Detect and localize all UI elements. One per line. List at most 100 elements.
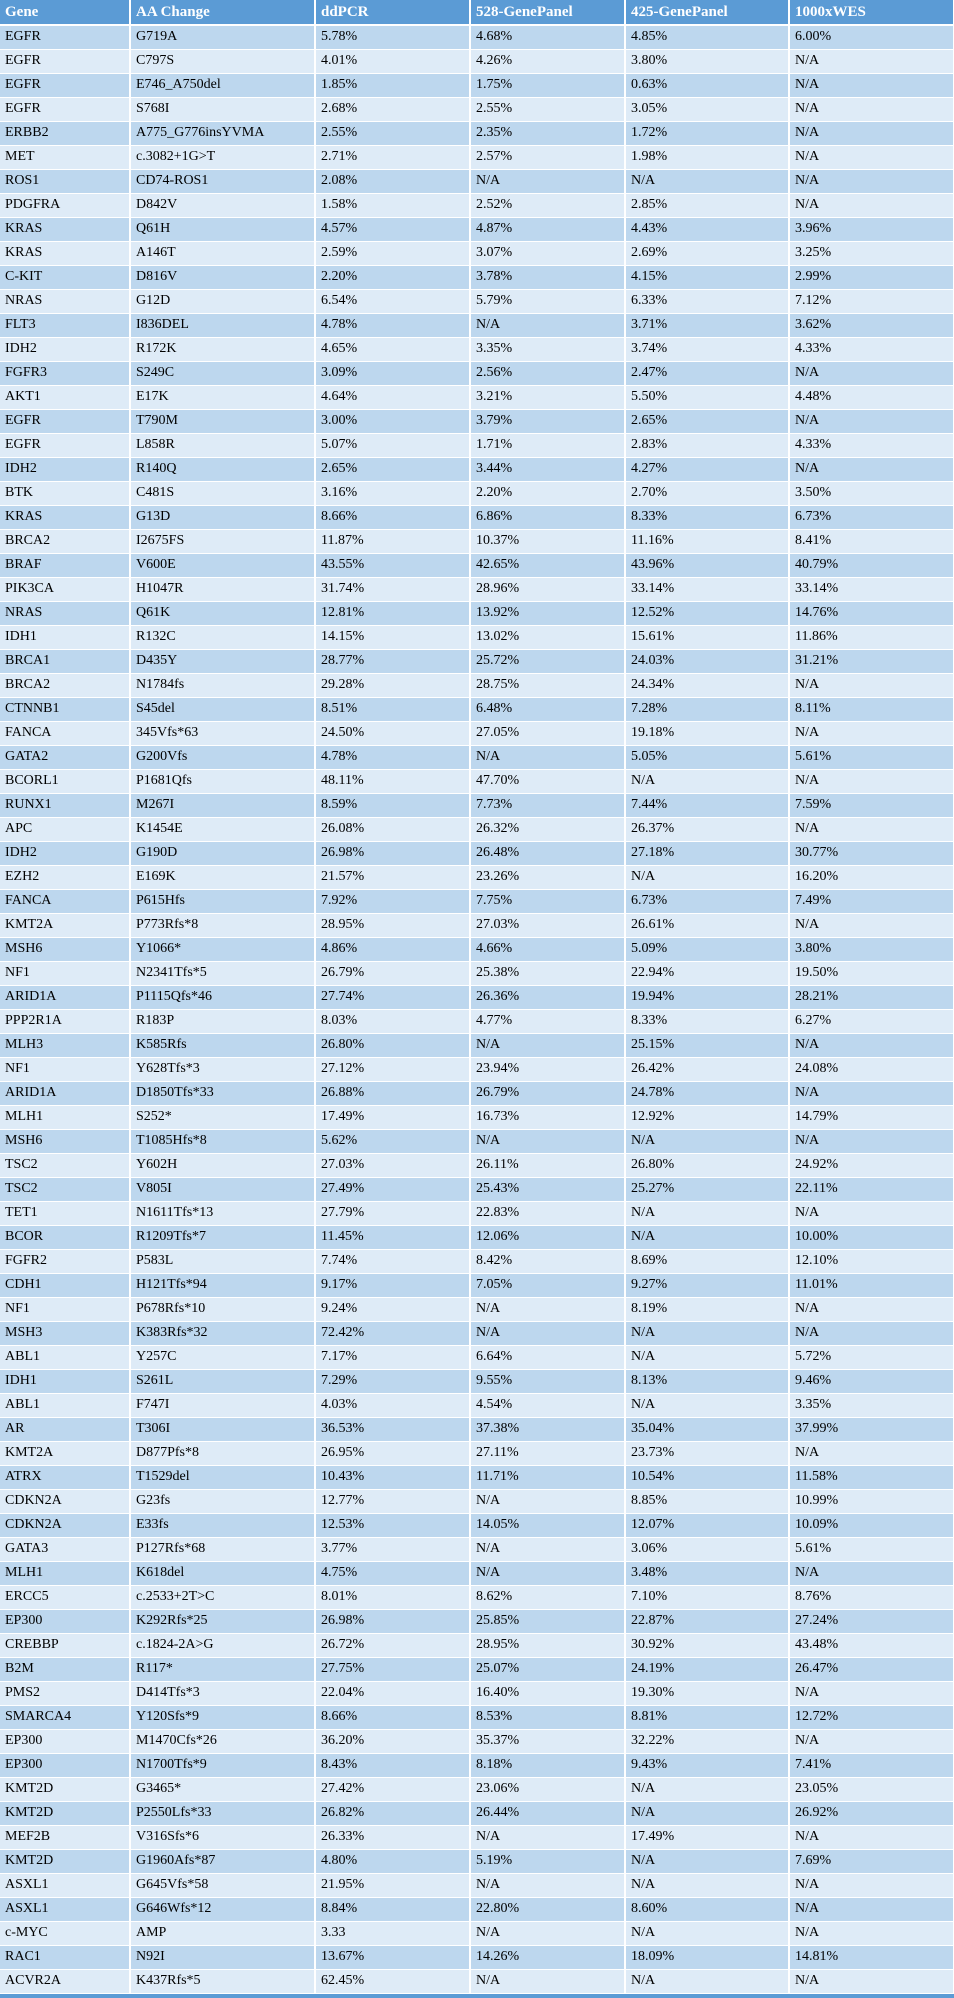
- table-row: KMT2D G1960Afs*87 4.80% 5.19% N/A 7.69%: [0, 1848, 954, 1874]
- cell-gene: B2M: [0, 1656, 131, 1682]
- cell-1000xwes: 5.72%: [789, 1344, 954, 1370]
- cell-1000xwes: 10.09%: [789, 1512, 954, 1538]
- cell-gene: ERBB2: [0, 120, 131, 146]
- cell-ddpcr: 12.81%: [315, 600, 471, 626]
- cell-528-genepanel: 25.43%: [470, 1176, 626, 1202]
- cell-ddpcr: 4.75%: [315, 1560, 471, 1586]
- next-page-table-edge: [0, 1993, 954, 1998]
- cell-aa-change: E746_A750del: [130, 72, 316, 98]
- cell-528-genepanel: 22.83%: [470, 1200, 626, 1226]
- cell-aa-change: K618del: [130, 1560, 316, 1586]
- cell-gene: NF1: [0, 960, 131, 986]
- cell-ddpcr: 6.54%: [315, 288, 471, 314]
- cell-aa-change: T790M: [130, 408, 316, 434]
- cell-1000xwes: 27.24%: [789, 1608, 954, 1634]
- table-row: MSH3 K383Rfs*32 72.42% N/A N/A N/A: [0, 1320, 954, 1346]
- cell-1000xwes: 3.96%: [789, 216, 954, 242]
- cell-gene: KRAS: [0, 504, 131, 530]
- cell-ddpcr: 8.43%: [315, 1752, 471, 1778]
- table-row: PPP2R1A R183P 8.03% 4.77% 8.33% 6.27%: [0, 1008, 954, 1034]
- cell-1000xwes: N/A: [789, 1200, 954, 1226]
- cell-ddpcr: 72.42%: [315, 1320, 471, 1346]
- cell-aa-change: Y1066*: [130, 936, 316, 962]
- cell-ddpcr: 26.88%: [315, 1080, 471, 1106]
- cell-1000xwes: N/A: [789, 768, 954, 794]
- table-body: EGFR G719A 5.78% 4.68% 4.85% 6.00% EGFR C797S 4.…: [0, 24, 954, 1994]
- cell-ddpcr: 7.17%: [315, 1344, 471, 1370]
- table-row: CDKN2A G23fs 12.77% N/A 8.85% 10.99%: [0, 1488, 954, 1514]
- cell-425-genepanel: 24.78%: [625, 1080, 790, 1106]
- cell-425-genepanel: 8.81%: [625, 1704, 790, 1730]
- cell-1000xwes: 11.86%: [789, 624, 954, 650]
- cell-1000xwes: N/A: [789, 1440, 954, 1466]
- table-row: MSH6 Y1066* 4.86% 4.66% 5.09% 3.80%: [0, 936, 954, 962]
- cell-528-genepanel: 4.54%: [470, 1392, 626, 1418]
- table-row: C-KIT D816V 2.20% 3.78% 4.15% 2.99%: [0, 264, 954, 290]
- cell-ddpcr: 26.79%: [315, 960, 471, 986]
- table-row: FGFR2 P583L 7.74% 8.42% 8.69% 12.10%: [0, 1248, 954, 1274]
- cell-425-genepanel: 15.61%: [625, 624, 790, 650]
- table-row: TSC2 V805I 27.49% 25.43% 25.27% 22.11%: [0, 1176, 954, 1202]
- cell-528-genepanel: 23.06%: [470, 1776, 626, 1802]
- table-row: FANCA P615Hfs 7.92% 7.75% 6.73% 7.49%: [0, 888, 954, 914]
- cell-425-genepanel: N/A: [625, 1920, 790, 1946]
- table-row: EP300 N1700Tfs*9 8.43% 8.18% 9.43% 7.41%: [0, 1752, 954, 1778]
- cell-1000xwes: N/A: [789, 1128, 954, 1154]
- cell-425-genepanel: 4.43%: [625, 216, 790, 242]
- cell-1000xwes: 8.76%: [789, 1584, 954, 1610]
- cell-ddpcr: 48.11%: [315, 768, 471, 794]
- table-row: BRAF V600E 43.55% 42.65% 43.96% 40.79%: [0, 552, 954, 578]
- cell-1000xwes: 3.25%: [789, 240, 954, 266]
- cell-ddpcr: 8.51%: [315, 696, 471, 722]
- table-row: RUNX1 M267I 8.59% 7.73% 7.44% 7.59%: [0, 792, 954, 818]
- cell-gene: CTNNB1: [0, 696, 131, 722]
- cell-aa-change: R1209Tfs*7: [130, 1224, 316, 1250]
- cell-425-genepanel: 2.69%: [625, 240, 790, 266]
- table-row: ABL1 Y257C 7.17% 6.64% N/A 5.72%: [0, 1344, 954, 1370]
- table-row: BCOR R1209Tfs*7 11.45% 12.06% N/A 10.00%: [0, 1224, 954, 1250]
- table-row: GATA3 P127Rfs*68 3.77% N/A 3.06% 5.61%: [0, 1536, 954, 1562]
- table-row: ATRX T1529del 10.43% 11.71% 10.54% 11.58%: [0, 1464, 954, 1490]
- cell-aa-change: G23fs: [130, 1488, 316, 1514]
- cell-gene: KMT2D: [0, 1800, 131, 1826]
- cell-425-genepanel: 7.10%: [625, 1584, 790, 1610]
- cell-528-genepanel: 25.07%: [470, 1656, 626, 1682]
- cell-gene: ARID1A: [0, 1080, 131, 1106]
- cell-528-genepanel: 2.57%: [470, 144, 626, 170]
- table-row: NF1 Y628Tfs*3 27.12% 23.94% 26.42% 24.08%: [0, 1056, 954, 1082]
- cell-ddpcr: 2.71%: [315, 144, 471, 170]
- cell-425-genepanel: 6.33%: [625, 288, 790, 314]
- cell-gene: BRCA2: [0, 672, 131, 698]
- cell-ddpcr: 26.80%: [315, 1032, 471, 1058]
- cell-aa-change: D877Pfs*8: [130, 1440, 316, 1466]
- cell-ddpcr: 1.85%: [315, 72, 471, 98]
- cell-528-genepanel: N/A: [470, 312, 626, 338]
- table-row: BRCA1 D435Y 28.77% 25.72% 24.03% 31.21%: [0, 648, 954, 674]
- cell-425-genepanel: 6.73%: [625, 888, 790, 914]
- cell-ddpcr: 26.98%: [315, 840, 471, 866]
- cell-1000xwes: 7.59%: [789, 792, 954, 818]
- cell-ddpcr: 29.28%: [315, 672, 471, 698]
- cell-aa-change: K437Rfs*5: [130, 1968, 316, 1994]
- cell-528-genepanel: 6.64%: [470, 1344, 626, 1370]
- cell-aa-change: H121Tfs*94: [130, 1272, 316, 1298]
- column-header-aa-change: AA Change: [130, 0, 316, 26]
- cell-1000xwes: 14.81%: [789, 1944, 954, 1970]
- cell-425-genepanel: 24.34%: [625, 672, 790, 698]
- cell-528-genepanel: 8.53%: [470, 1704, 626, 1730]
- cell-528-genepanel: 2.55%: [470, 96, 626, 122]
- cell-gene: KMT2A: [0, 1440, 131, 1466]
- cell-1000xwes: 24.92%: [789, 1152, 954, 1178]
- cell-425-genepanel: 24.19%: [625, 1656, 790, 1682]
- cell-ddpcr: 11.45%: [315, 1224, 471, 1250]
- cell-gene: FGFR2: [0, 1248, 131, 1274]
- cell-425-genepanel: N/A: [625, 1872, 790, 1898]
- cell-aa-change: P2550Lfs*33: [130, 1800, 316, 1826]
- cell-425-genepanel: 8.33%: [625, 504, 790, 530]
- cell-ddpcr: 43.55%: [315, 552, 471, 578]
- table-row: FLT3 I836DEL 4.78% N/A 3.71% 3.62%: [0, 312, 954, 338]
- table-row: MLH1 S252* 17.49% 16.73% 12.92% 14.79%: [0, 1104, 954, 1130]
- table-row: TSC2 Y602H 27.03% 26.11% 26.80% 24.92%: [0, 1152, 954, 1178]
- cell-aa-change: G190D: [130, 840, 316, 866]
- cell-425-genepanel: 43.96%: [625, 552, 790, 578]
